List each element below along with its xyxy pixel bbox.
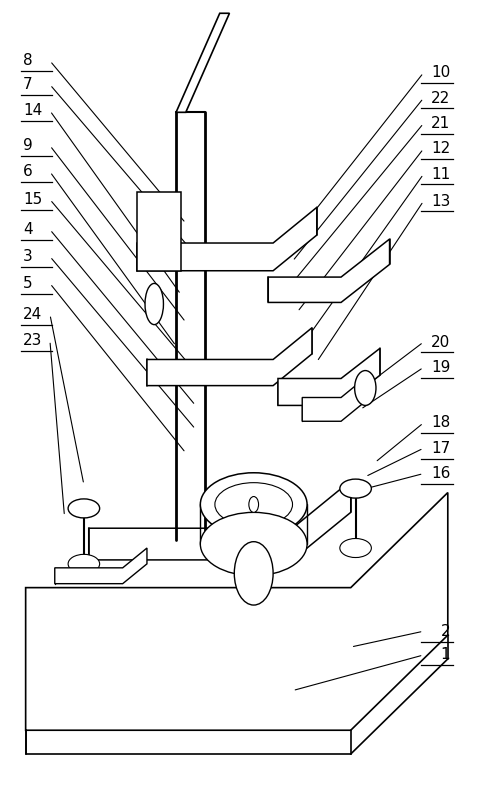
Ellipse shape	[340, 479, 371, 498]
Text: 21: 21	[431, 116, 450, 131]
Text: 18: 18	[431, 415, 450, 430]
Text: 15: 15	[23, 192, 42, 207]
Polygon shape	[176, 14, 229, 112]
Ellipse shape	[68, 499, 100, 518]
Polygon shape	[268, 239, 389, 302]
Text: 22: 22	[431, 91, 450, 106]
Text: 4: 4	[23, 222, 33, 237]
Text: 7: 7	[23, 77, 33, 92]
Ellipse shape	[340, 538, 371, 557]
Polygon shape	[26, 493, 448, 731]
Text: 13: 13	[431, 193, 450, 208]
Ellipse shape	[215, 483, 292, 526]
Text: 20: 20	[431, 335, 450, 350]
Text: 17: 17	[431, 440, 450, 456]
Circle shape	[234, 541, 273, 605]
Circle shape	[355, 370, 376, 405]
Text: 10: 10	[431, 65, 450, 80]
Ellipse shape	[201, 473, 307, 536]
Text: 11: 11	[431, 167, 450, 181]
Text: 16: 16	[431, 466, 450, 481]
Text: 3: 3	[23, 249, 33, 264]
Text: 5: 5	[23, 276, 33, 291]
Polygon shape	[147, 328, 312, 386]
Polygon shape	[278, 348, 380, 405]
Text: 23: 23	[23, 333, 42, 348]
Text: 12: 12	[431, 142, 450, 157]
Text: 19: 19	[431, 360, 450, 375]
Circle shape	[249, 497, 259, 512]
Text: 1: 1	[441, 647, 450, 662]
Polygon shape	[137, 207, 317, 271]
Polygon shape	[55, 548, 147, 584]
Text: 8: 8	[23, 53, 33, 68]
Ellipse shape	[201, 512, 307, 576]
Text: 9: 9	[23, 138, 33, 153]
Polygon shape	[302, 374, 370, 421]
Ellipse shape	[145, 284, 163, 324]
Text: 14: 14	[23, 103, 42, 118]
Text: 2: 2	[441, 624, 450, 638]
Text: 6: 6	[23, 165, 33, 179]
Text: 24: 24	[23, 307, 42, 322]
Polygon shape	[137, 192, 181, 271]
Ellipse shape	[68, 554, 100, 573]
Polygon shape	[89, 481, 351, 560]
